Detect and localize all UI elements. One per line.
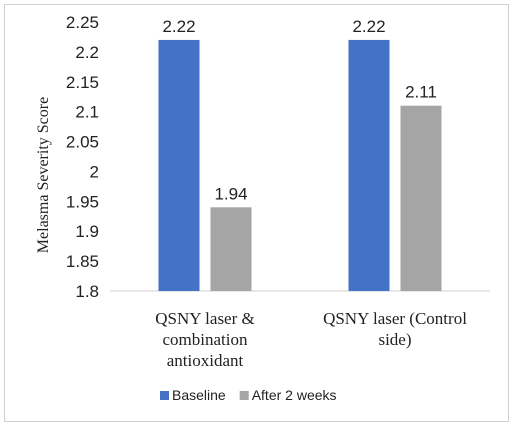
data-label: 2.11 (405, 83, 437, 102)
data-labels: 2.22 2.22 1.94 2.11 (162, 17, 436, 203)
data-label: 2.22 (352, 17, 385, 36)
legend-label: Baseline (172, 387, 226, 403)
category-label: QSNY laser (Control (323, 309, 467, 328)
bar-after-2-weeks-0 (210, 207, 252, 291)
bar-baseline-0 (158, 39, 200, 291)
data-label: 2.22 (162, 17, 195, 36)
y-tick-label: 2.15 (66, 73, 99, 92)
y-tick-label: 1.85 (66, 252, 99, 271)
y-tick-label: 2 (90, 162, 99, 181)
category-label: side) (378, 330, 411, 349)
category-label: combination (163, 330, 248, 349)
y-tick-label: 2.1 (75, 103, 99, 122)
data-label: 1.94 (214, 184, 247, 203)
bar-after-2-weeks-1 (400, 105, 442, 291)
y-tick-label: 1.95 (66, 192, 99, 211)
y-tick-label: 2.05 (66, 133, 99, 152)
legend-swatch (160, 391, 169, 400)
bars (158, 39, 442, 291)
legend: Baseline After 2 weeks (160, 387, 337, 403)
category-label: antioxidant (167, 351, 244, 370)
legend-swatch (239, 391, 249, 400)
y-tick-label: 2.25 (66, 13, 99, 32)
y-tick-label: 1.8 (75, 282, 99, 301)
category-labels: QSNY laser & combination antioxidant QSNY l… (155, 309, 467, 370)
bar-baseline-1 (348, 39, 390, 291)
y-tick-label: 2.2 (75, 43, 99, 62)
y-tick-label: 1.9 (75, 222, 99, 241)
y-axis-label: Melasma Severity Score (35, 97, 52, 253)
legend-label: After 2 weeks (252, 387, 337, 403)
category-label: QSNY laser & (155, 309, 254, 328)
y-axis-ticks: 1.8 1.85 1.9 1.95 2 2.05 2.1 2.15 2.2 2.25 (66, 13, 99, 301)
